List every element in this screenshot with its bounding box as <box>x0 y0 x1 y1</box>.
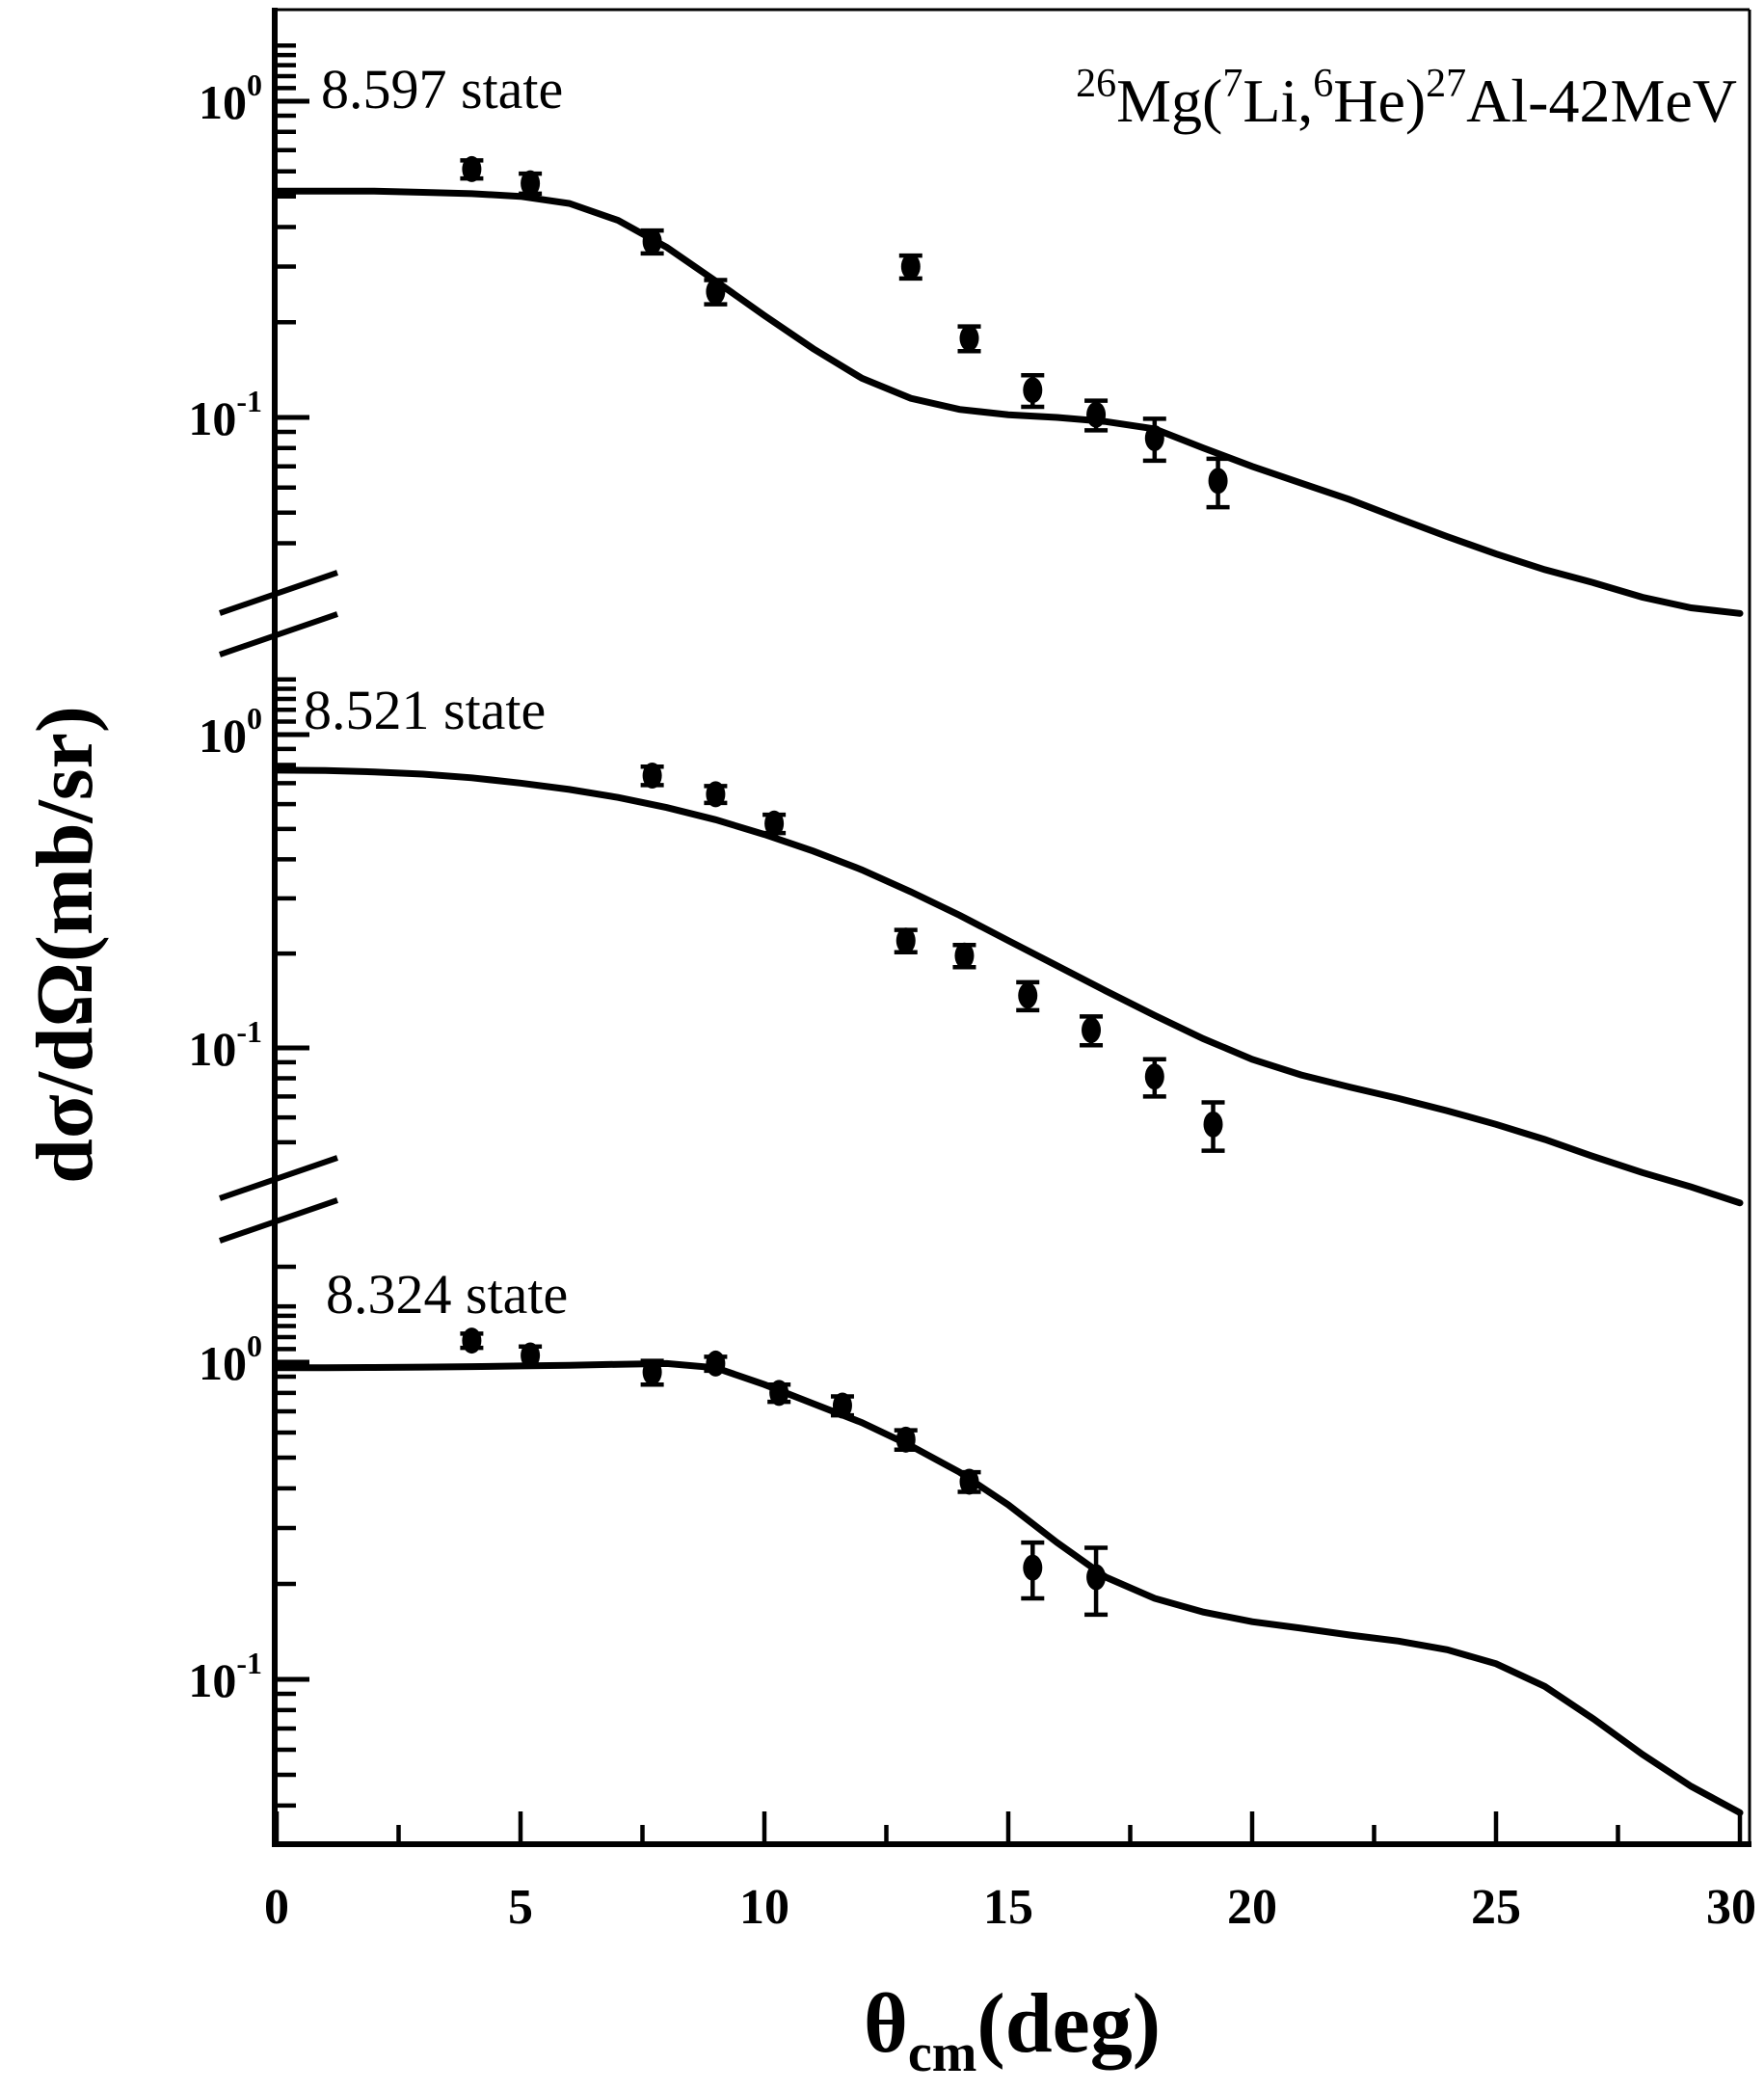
data-point <box>1144 424 1164 451</box>
y-tick-label: 100 <box>199 1328 262 1390</box>
data-point <box>895 927 916 954</box>
axis-break-mark <box>219 1197 338 1244</box>
x-tick-label: 15 <box>983 1880 1033 1935</box>
data-point <box>1023 1554 1043 1581</box>
y-tick-label: 100 <box>199 701 262 763</box>
axis-break-mark <box>219 611 338 657</box>
y-tick-label: 10-1 <box>188 384 262 445</box>
data-point <box>1082 1017 1102 1044</box>
data-point <box>706 781 726 808</box>
data-point <box>1208 468 1228 495</box>
data-point <box>1023 377 1043 404</box>
chart-title: 26Mg(7Li,6He)27Al-42MeV <box>1076 62 1737 135</box>
data-point <box>764 810 785 837</box>
data-point <box>521 170 541 197</box>
y-axis-title: dσ/dΩ(mb/sr) <box>20 706 110 1184</box>
data-point <box>706 278 726 305</box>
data-point <box>521 1342 541 1369</box>
axis-break-mark <box>219 1155 338 1201</box>
x-tick-label: 20 <box>1227 1880 1277 1935</box>
data-point <box>959 1468 979 1495</box>
data-point <box>462 155 482 182</box>
data-point <box>769 1380 789 1407</box>
x-tick-label: 5 <box>508 1880 533 1935</box>
data-point <box>1086 401 1107 428</box>
data-point <box>1086 1564 1107 1591</box>
x-axis-title: θcm(deg) <box>864 1977 1161 2083</box>
x-tick-label: 10 <box>739 1880 789 1935</box>
data-point <box>959 325 979 352</box>
axis-break-mark <box>219 570 338 616</box>
theory-curve <box>273 766 1744 1207</box>
data-point <box>954 942 975 969</box>
data-point <box>462 1327 482 1354</box>
data-point <box>642 762 662 789</box>
state-label: 8.521 state <box>304 679 546 741</box>
data-point <box>1144 1063 1164 1090</box>
data-point <box>642 228 662 255</box>
x-tick-label: 0 <box>264 1880 289 1935</box>
data-point <box>900 254 921 281</box>
y-tick-label: 10-1 <box>188 1014 262 1076</box>
state-label: 8.324 state <box>326 1263 568 1326</box>
state-label: 8.597 state <box>321 58 563 121</box>
data-point <box>1203 1111 1223 1138</box>
x-tick-label: 30 <box>1706 1880 1756 1935</box>
x-tick-label: 25 <box>1471 1880 1521 1935</box>
data-point <box>642 1358 662 1385</box>
theory-curve <box>273 1359 1744 1816</box>
data-point <box>706 1350 726 1377</box>
data-point <box>895 1426 916 1453</box>
data-point <box>1018 982 1038 1009</box>
data-point <box>832 1392 852 1419</box>
y-tick-label: 100 <box>199 67 262 129</box>
theory-curve <box>273 187 1744 617</box>
y-tick-label: 10-1 <box>188 1646 262 1707</box>
